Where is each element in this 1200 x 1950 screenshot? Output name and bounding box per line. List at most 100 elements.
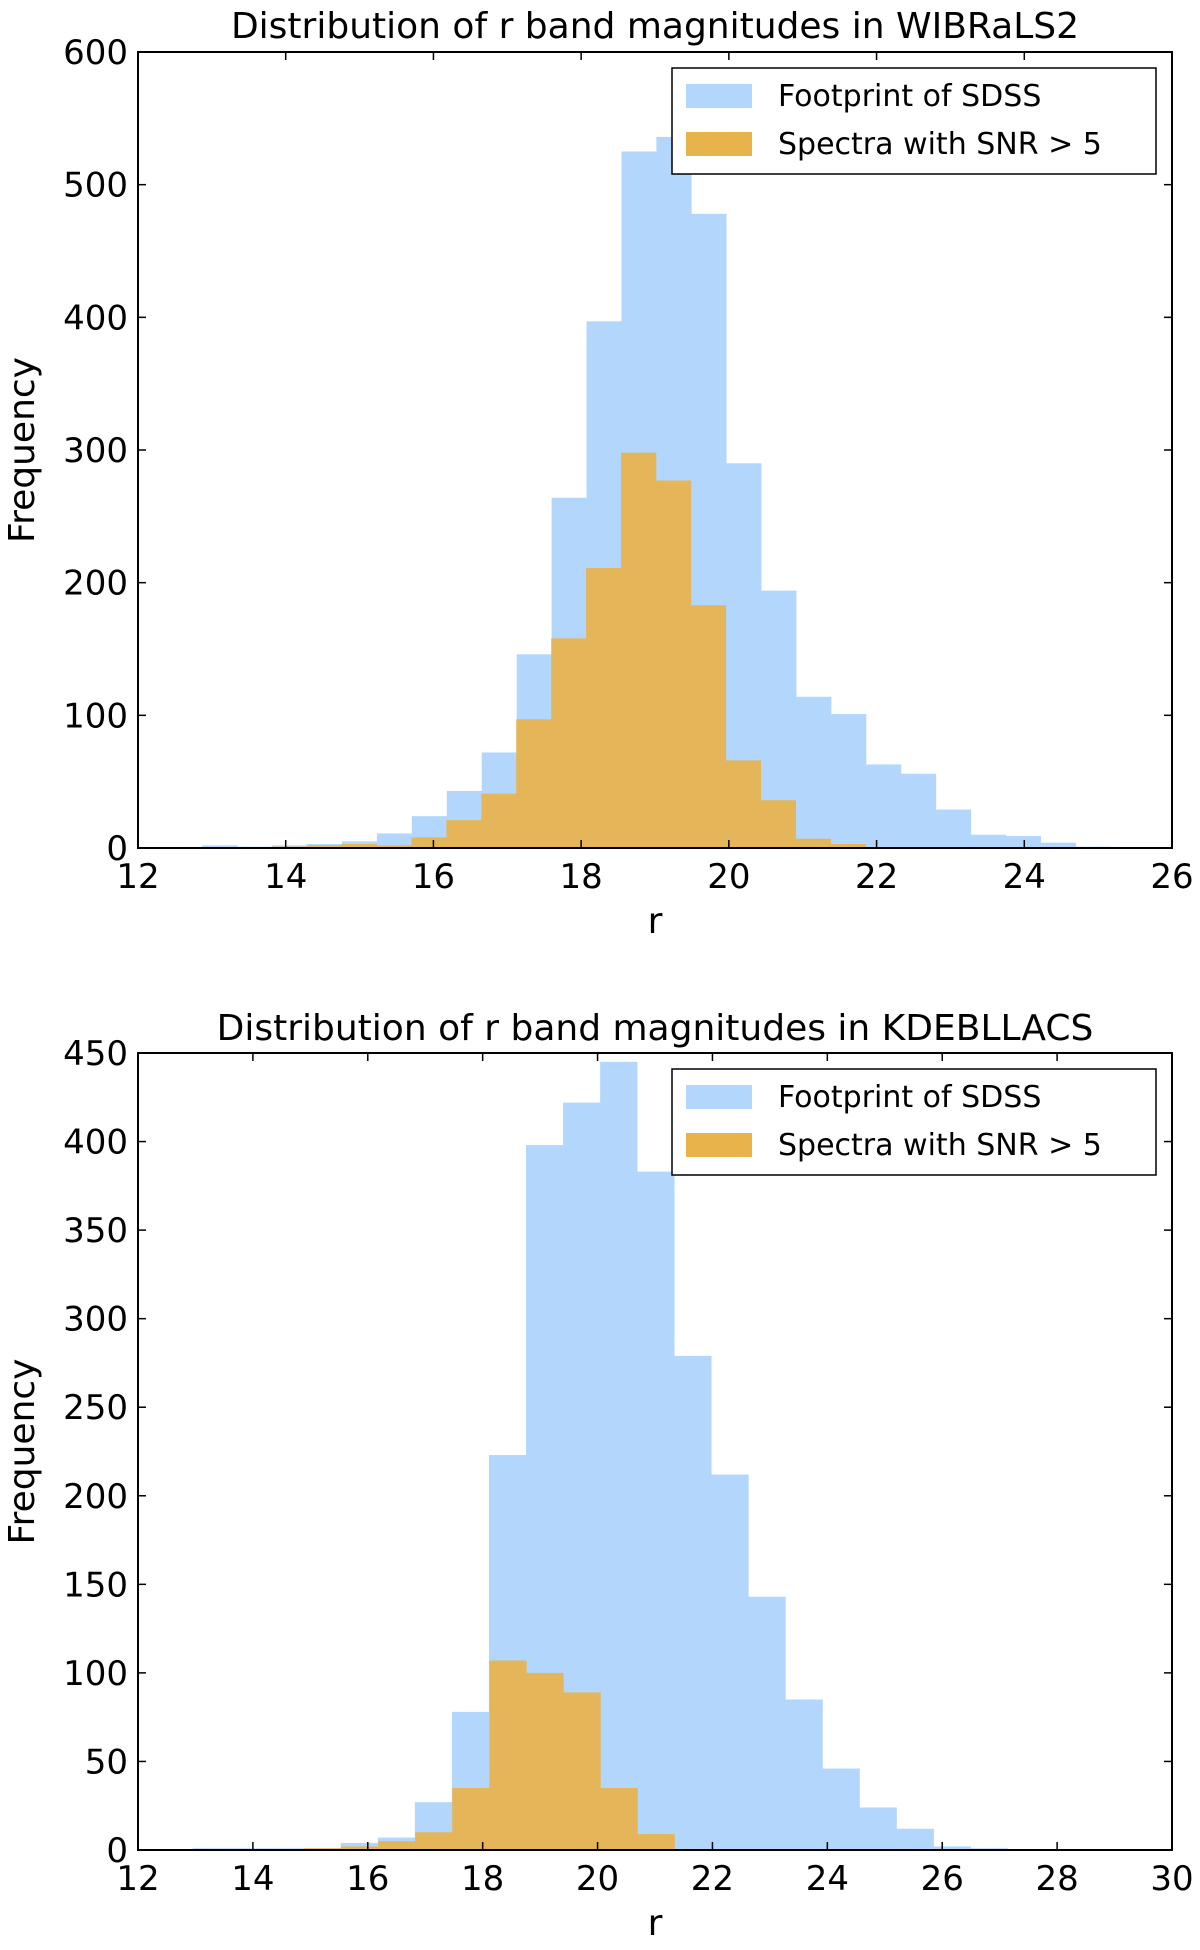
y-tick-label: 150 (63, 1565, 128, 1605)
histogram-bar (1005, 836, 1041, 848)
y-tick-label: 200 (63, 564, 128, 604)
x-tick-label: 24 (1003, 857, 1046, 897)
histogram-bar (830, 844, 866, 848)
histogram-bar (489, 1660, 527, 1850)
legend-swatch (686, 84, 752, 108)
x-tick-label: 24 (806, 1859, 849, 1899)
x-tick-label: 22 (691, 1859, 734, 1899)
x-tick-label: 16 (412, 857, 455, 897)
x-tick-label: 20 (707, 857, 750, 897)
histogram-bar (1040, 842, 1076, 848)
y-tick-label: 300 (63, 431, 128, 471)
x-tick-label: 16 (346, 1859, 389, 1899)
histogram-bar (796, 696, 832, 848)
legend: Footprint of SDSS Spectra with SNR > 5 (671, 1068, 1157, 1176)
y-axis-label: Frequency (2, 1359, 43, 1545)
legend-swatch (686, 1133, 752, 1157)
y-tick-label: 200 (63, 1477, 128, 1517)
chart-title: Distribution of r band magnitudes in WIB… (231, 6, 1079, 47)
x-tick-label: 12 (116, 857, 159, 897)
histogram-bar (690, 605, 727, 848)
x-tick-label: 26 (921, 1859, 964, 1899)
series-snr (304, 1660, 675, 1850)
legend: Footprint of SDSS Spectra with SNR > 5 (671, 67, 1157, 175)
histogram-bar (933, 1846, 971, 1850)
x-tick-label: 20 (576, 1859, 619, 1899)
histogram-bar (446, 820, 482, 848)
y-tick-label: 100 (63, 1654, 128, 1694)
chart-1: Distribution of r band magnitudes in WIB… (2, 6, 1194, 942)
x-axis-label: r (648, 1903, 663, 1944)
y-tick-label: 350 (63, 1211, 128, 1251)
histogram-bar (785, 1699, 823, 1850)
x-tick-label: 18 (560, 857, 603, 897)
x-tick-label: 26 (1150, 857, 1193, 897)
y-tick-label: 50 (85, 1742, 128, 1782)
histogram-bar (655, 480, 692, 848)
histogram-bar (935, 809, 972, 848)
histogram-bar (831, 714, 867, 848)
histogram-bar (970, 834, 1007, 848)
x-tick-label: 30 (1150, 1859, 1193, 1899)
histogram-bar (452, 1788, 490, 1850)
histogram-bar (516, 719, 552, 848)
y-tick-label: 100 (63, 696, 128, 736)
x-tick-label: 14 (264, 857, 307, 897)
histogram-bar (760, 800, 796, 848)
series-snr (271, 452, 866, 848)
y-tick-label: 400 (63, 298, 128, 338)
axes-frame (137, 1052, 1173, 1851)
histogram-bar (376, 833, 413, 848)
histogram-bar (376, 845, 412, 848)
histogram-bar (674, 1355, 712, 1850)
legend-box (671, 67, 1157, 175)
y-tick-label: 0 (106, 1831, 128, 1871)
histogram-bar (526, 1672, 564, 1850)
histogram-bar (563, 1692, 601, 1850)
histogram-bar (586, 568, 622, 848)
histogram-bar (411, 837, 447, 848)
histogram-bar (711, 1474, 749, 1850)
legend-label: Spectra with SNR > 5 (778, 1128, 1102, 1163)
y-tick-label: 0 (106, 829, 128, 869)
x-tick-label: 14 (231, 1859, 274, 1899)
histogram-bar (621, 452, 657, 848)
legend-box (671, 1068, 1157, 1176)
x-tick-label: 28 (1035, 1859, 1078, 1899)
legend-swatch (686, 132, 752, 156)
y-tick-label: 250 (63, 1388, 128, 1428)
chart-title: Distribution of r band magnitudes in KDE… (217, 1008, 1094, 1049)
y-tick-label: 600 (63, 33, 128, 73)
histogram-bar (748, 1596, 786, 1850)
histogram-bar (378, 1841, 416, 1850)
y-tick-label: 450 (63, 1034, 128, 1074)
histogram-bar (859, 1807, 897, 1850)
histogram-bar (481, 793, 517, 848)
y-tick-label: 300 (63, 1300, 128, 1340)
histogram-bar (822, 1768, 860, 1850)
x-axis-label: r (648, 901, 663, 942)
y-tick-label: 400 (63, 1123, 128, 1163)
histogram-bar (600, 1788, 638, 1850)
y-axis-label: Frequency (2, 357, 43, 543)
legend-label: Footprint of SDSS (778, 79, 1041, 114)
histogram-bar (415, 1832, 453, 1850)
histogram-bar (341, 1846, 379, 1850)
histogram-bar (866, 764, 902, 848)
histogram-bar (637, 1834, 675, 1850)
histogram-bar (341, 844, 377, 848)
legend-label: Spectra with SNR > 5 (778, 127, 1102, 162)
histogram-bar (896, 1828, 934, 1850)
histogram-bar (637, 1171, 675, 1850)
histogram-bar (600, 1061, 638, 1850)
x-tick-label: 22 (855, 857, 898, 897)
histogram-bar (306, 845, 342, 848)
chart-2: Distribution of r band magnitudes in KDE… (2, 1008, 1194, 1944)
legend-swatch (686, 1085, 752, 1109)
histogram-bar (725, 760, 762, 848)
x-tick-label: 12 (116, 1859, 159, 1899)
x-tick-label: 18 (461, 1859, 504, 1899)
histogram-bar (551, 638, 587, 848)
histogram-bar (202, 845, 238, 848)
